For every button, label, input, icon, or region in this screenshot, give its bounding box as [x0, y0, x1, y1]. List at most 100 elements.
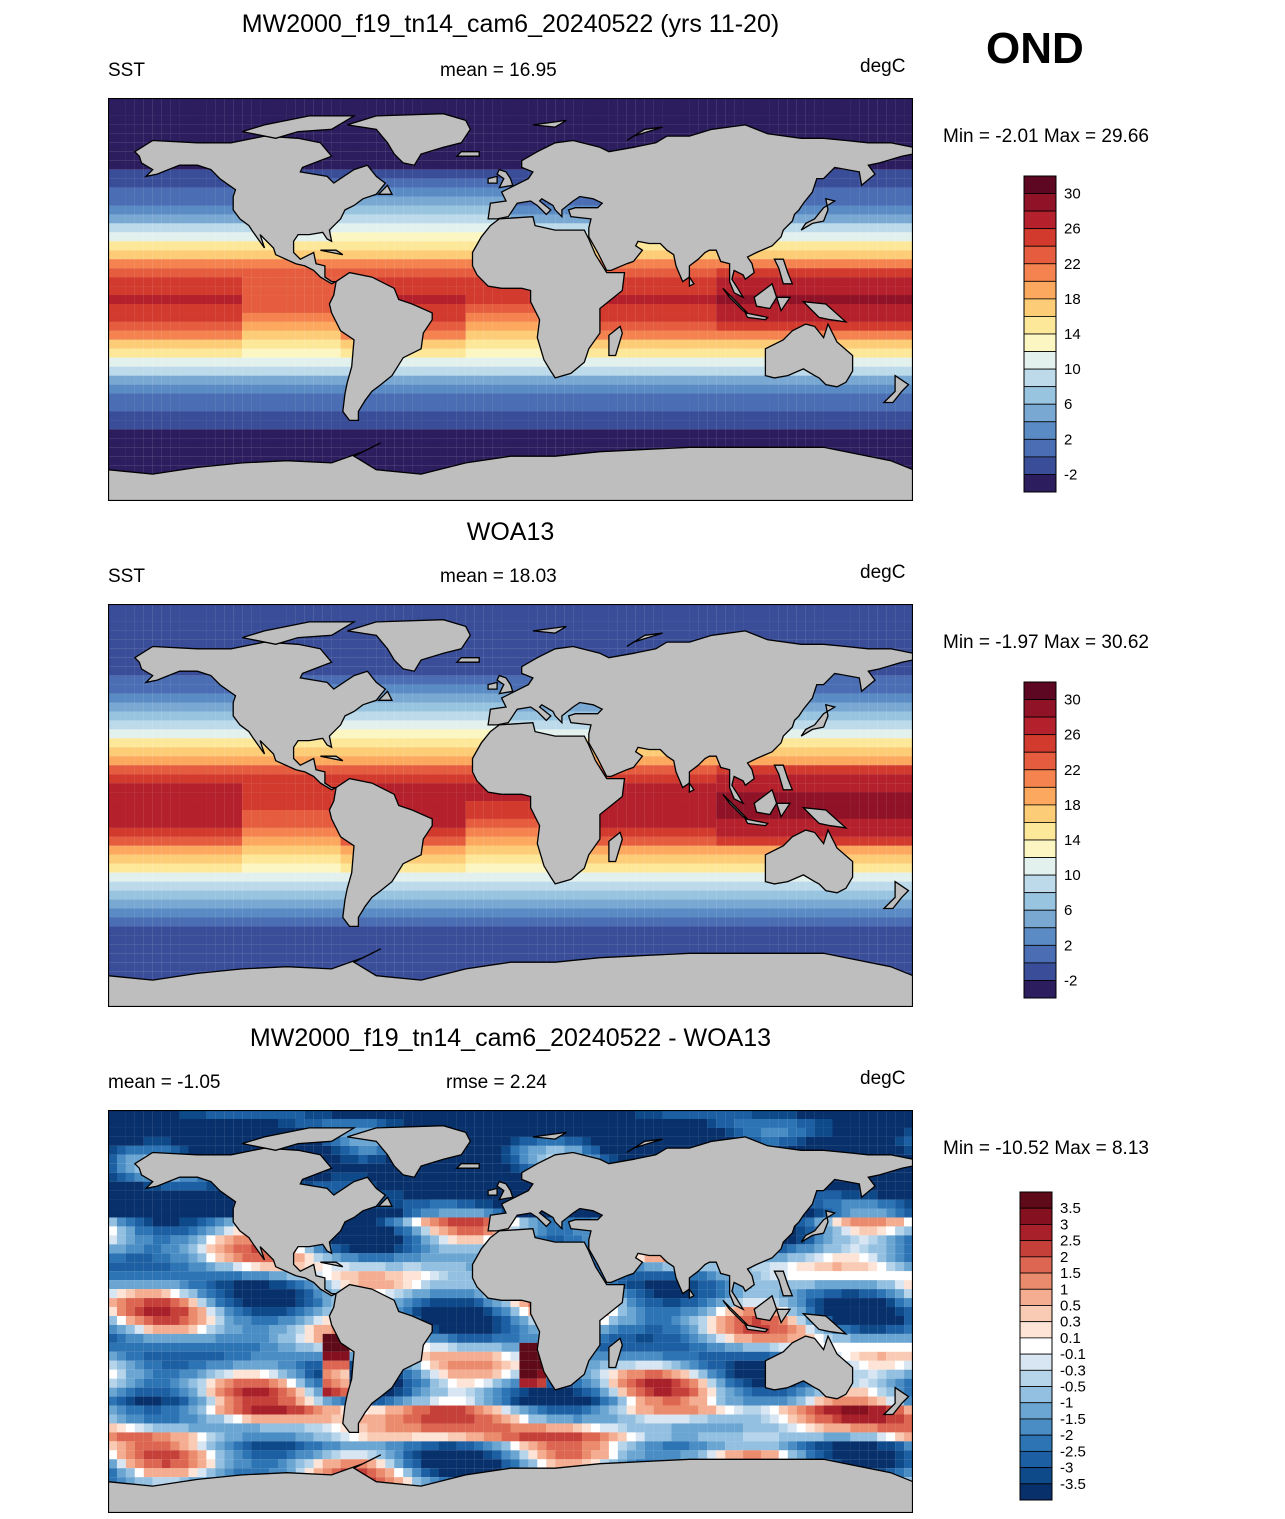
colorbar-frame: [1019, 1191, 1053, 1501]
continent-5: [764, 1334, 854, 1400]
continent-19: [242, 115, 357, 139]
colorbar-swatch: [1019, 1272, 1053, 1290]
map-frame: [108, 604, 913, 1007]
colorbar-swatch: [1019, 1467, 1053, 1485]
colorbar-frame: [1023, 681, 1057, 999]
panel2-colorbar: 30 26 22 18 14 10 6 2 -2: [1023, 681, 1081, 999]
colorbar-tick-label: 3.5: [1060, 1200, 1081, 1217]
colorbar-swatch: [1019, 1434, 1053, 1452]
land-mask: [108, 113, 913, 501]
panel1-units-label: degC: [860, 56, 906, 77]
continent-10: [800, 703, 837, 737]
continent-9: [487, 1187, 498, 1196]
continent-18: [455, 657, 480, 663]
continent-7: [608, 831, 623, 863]
continent-1: [347, 1125, 472, 1178]
colorbar-swatch: [1019, 1207, 1053, 1225]
panel3-colorbar: 3.532.521.510.50.30.1-0.1-0.3-0.5-1-1.5-…: [1019, 1191, 1086, 1501]
colorbar-swatch: [1019, 1288, 1053, 1306]
colorbar-swatch: [1019, 1418, 1053, 1436]
continent-21: [626, 1138, 663, 1154]
colorbar-tick-label: 14: [1064, 326, 1081, 343]
colorbar-tick-label: 6: [1064, 396, 1072, 413]
colorbar-tick-label: -2: [1064, 972, 1077, 989]
continent-20: [532, 1131, 567, 1140]
colorbar-swatch: [1023, 386, 1057, 405]
continent-6: [108, 1454, 913, 1513]
land-mask: [108, 619, 913, 1007]
panel1-minmax: Min = -2.01 Max = 29.66: [943, 126, 1149, 147]
colorbar-tick-label: 26: [1064, 727, 1081, 744]
colorbar-swatch: [1023, 822, 1057, 841]
continent-14: [801, 806, 848, 829]
continent-2: [328, 1283, 433, 1434]
continent-24: [377, 690, 394, 701]
continent-21: [626, 632, 663, 648]
continent-1: [347, 619, 472, 672]
continent-10: [800, 1209, 837, 1243]
colorbar-swatch: [1019, 1369, 1053, 1387]
continent-23: [320, 249, 344, 256]
land-mask: [108, 1125, 913, 1513]
colorbar-swatch: [1023, 874, 1057, 894]
continent-20: [532, 119, 567, 128]
continent-16: [773, 1270, 794, 1297]
continent-22: [688, 1286, 695, 1300]
colorbar-tick-label: 30: [1064, 186, 1081, 203]
colorbar-swatch: [1023, 228, 1057, 247]
colorbar-swatch: [1023, 245, 1057, 265]
colorbar-swatch: [1023, 263, 1057, 282]
colorbar-tick-label: 1: [1060, 1281, 1068, 1298]
colorbar-swatch: [1019, 1483, 1053, 1501]
continent-21: [626, 126, 663, 142]
colorbar-swatch: [1023, 734, 1057, 753]
panel3-difference-map: [108, 1110, 913, 1513]
panel3-units-label: degC: [860, 1068, 906, 1089]
colorbar-swatch: [1023, 474, 1057, 493]
colorbar-swatch: [1019, 1224, 1053, 1242]
colorbar-tick-label: -2: [1064, 466, 1077, 483]
continent-15: [775, 296, 792, 313]
continent-17: [882, 880, 910, 910]
continent-13: [753, 1294, 778, 1322]
colorbar-swatch: [1019, 1353, 1053, 1371]
continent-3: [471, 216, 626, 379]
colorbar-tick-label: 0.5: [1060, 1297, 1081, 1314]
colorbar-swatch: [1019, 1256, 1053, 1274]
panel1-mean-label: mean = 16.95: [440, 60, 557, 81]
colorbar-tick-label: -3: [1060, 1460, 1073, 1477]
colorbar-swatch: [1019, 1321, 1053, 1339]
continent-3: [471, 722, 626, 885]
continent-12: [744, 818, 770, 827]
continent-3: [471, 1228, 626, 1391]
colorbar-tick-label: -0.1: [1060, 1346, 1086, 1363]
continent-22: [688, 274, 695, 288]
colorbar-tick-label: -0.5: [1060, 1379, 1086, 1396]
colorbar-swatch: [1023, 681, 1057, 700]
colorbar-swatch: [1019, 1305, 1053, 1323]
colorbar-swatch: [1023, 857, 1057, 876]
colorbar-tick-label: 2: [1064, 431, 1072, 448]
colorbar-tick-label: -0.3: [1060, 1362, 1086, 1379]
panel2-mean-label: mean = 18.03: [440, 566, 557, 587]
map-frame: [108, 1110, 913, 1513]
continent-6: [108, 442, 913, 501]
colorbar-tick-label: 0.3: [1060, 1314, 1081, 1331]
colorbar-swatch: [1023, 769, 1057, 788]
panel2-left-label: SST: [108, 566, 145, 587]
continent-17: [882, 374, 910, 404]
continent-7: [608, 325, 623, 357]
continent-13: [753, 282, 778, 310]
colorbar-swatch: [1023, 421, 1057, 440]
colorbar-swatch: [1023, 716, 1057, 736]
continent-4: [487, 630, 913, 805]
continent-2: [328, 271, 433, 422]
panel3-rmse-label: rmse = 2.24: [446, 1072, 547, 1093]
colorbar-swatch: [1023, 699, 1057, 718]
continent-20: [532, 625, 567, 634]
continent-12: [744, 1324, 770, 1333]
colorbar-tick-label: 30: [1064, 692, 1081, 709]
continent-0: [133, 135, 387, 285]
continent-24: [377, 184, 394, 195]
continent-0: [133, 641, 387, 791]
